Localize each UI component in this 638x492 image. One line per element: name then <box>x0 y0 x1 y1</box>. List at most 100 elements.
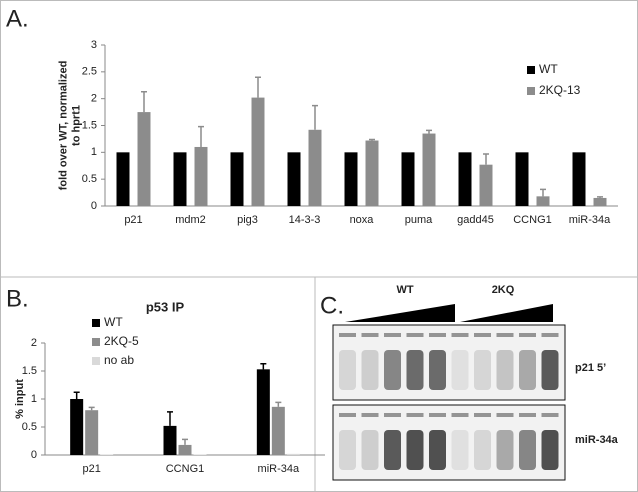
gel-band <box>474 413 491 417</box>
gel-smear <box>429 430 446 470</box>
bar <box>308 129 322 206</box>
bar <box>287 152 301 206</box>
y-tick-label: 2.5 <box>82 66 97 78</box>
x-tick-label: CCNG1 <box>166 463 205 475</box>
bar <box>100 454 114 455</box>
bar <box>422 133 436 206</box>
gel-smear <box>429 350 446 390</box>
legend-swatch <box>527 87 535 95</box>
gel-band <box>339 413 356 417</box>
error-bar <box>275 401 282 407</box>
y-axis-label: % input <box>14 379 26 419</box>
row-label: p21 5’ <box>575 362 606 374</box>
y-tick-label: 0 <box>31 449 37 461</box>
bar <box>193 454 207 455</box>
gel-band <box>384 333 401 337</box>
bar <box>116 152 130 206</box>
error-bar <box>182 438 188 445</box>
error-bar <box>369 138 375 141</box>
bar <box>173 152 187 206</box>
bar <box>458 152 472 206</box>
gel-band <box>541 413 559 417</box>
row-label: miR-34a <box>575 434 619 446</box>
bar <box>286 453 300 455</box>
x-tick-label: gadd45 <box>457 214 494 226</box>
y-tick-label: 2 <box>31 337 37 349</box>
bar <box>85 410 99 455</box>
bar <box>344 152 358 206</box>
gel-smear <box>496 350 514 390</box>
legend-label: 2KQ-5 <box>104 334 139 348</box>
x-tick-label: pig3 <box>237 214 258 226</box>
gel-band <box>451 333 469 337</box>
error-bar <box>73 391 80 399</box>
y-tick-label: 1 <box>31 393 37 405</box>
gel-band <box>519 333 536 337</box>
gel-smear <box>519 430 536 470</box>
gel-band <box>406 333 424 337</box>
gel-band <box>496 413 514 417</box>
error-bar <box>260 362 267 370</box>
bar <box>536 196 550 206</box>
error-bar <box>88 406 95 411</box>
x-tick-label: p21 <box>82 463 100 475</box>
gel-band <box>451 413 469 417</box>
panel-label: C. <box>320 292 344 319</box>
bar <box>178 444 192 455</box>
error-bar <box>426 129 432 134</box>
gel-smear <box>406 430 424 470</box>
bar <box>251 97 265 206</box>
y-tick-label: 1.5 <box>82 119 97 131</box>
panel-label: A. <box>6 5 29 32</box>
gel-smear <box>451 430 469 470</box>
gel-band <box>406 413 424 417</box>
legend-label: no ab <box>104 353 134 367</box>
bar <box>515 152 529 206</box>
gel-smear <box>541 350 559 390</box>
y-axis-label-line: to hprt1 <box>70 105 82 146</box>
x-tick-label: noxa <box>350 214 375 226</box>
gel-band <box>474 333 491 337</box>
y-axis-label-line: fold over WT, normalized <box>57 61 69 191</box>
gel-smear <box>474 350 491 390</box>
bar <box>194 146 208 206</box>
gel-band <box>361 413 379 417</box>
error-bar <box>198 125 204 147</box>
gel-smear <box>406 350 424 390</box>
gel-band <box>361 333 379 337</box>
gel-smear <box>339 430 356 470</box>
error-bar <box>255 76 261 98</box>
legend-swatch <box>527 66 535 74</box>
bar <box>137 112 151 206</box>
x-tick-label: p21 <box>124 214 142 226</box>
gel-smear <box>451 350 469 390</box>
bar <box>163 425 177 455</box>
y-tick-label: 3 <box>91 39 97 51</box>
x-tick-label: miR-34a <box>569 214 611 226</box>
gel-smear <box>361 350 379 390</box>
bar <box>572 152 586 206</box>
x-tick-label: miR-34a <box>258 463 300 475</box>
bar <box>401 152 415 206</box>
error-bar <box>483 153 489 165</box>
legend-label: 2KQ-13 <box>539 83 581 97</box>
panel-label: B. <box>6 285 29 312</box>
x-tick-label: mdm2 <box>175 214 206 226</box>
gel-band <box>384 413 401 417</box>
gel-band <box>496 333 514 337</box>
gel-smear <box>496 430 514 470</box>
gel-band <box>339 333 356 337</box>
chart-title: p53 IP <box>146 299 185 314</box>
legend-label: WT <box>539 62 558 76</box>
legend-swatch <box>92 357 100 365</box>
gel-band <box>541 333 559 337</box>
y-axis-label: fold over WT, normalizedto hprt1 <box>57 61 82 191</box>
y-axis-label-line: % input <box>14 379 26 419</box>
bar <box>230 152 244 206</box>
gradient-triangle <box>460 304 553 322</box>
bar <box>365 140 379 206</box>
gel-smear <box>474 430 491 470</box>
gradient-triangle <box>345 304 455 322</box>
y-tick-label: 0.5 <box>82 173 97 185</box>
